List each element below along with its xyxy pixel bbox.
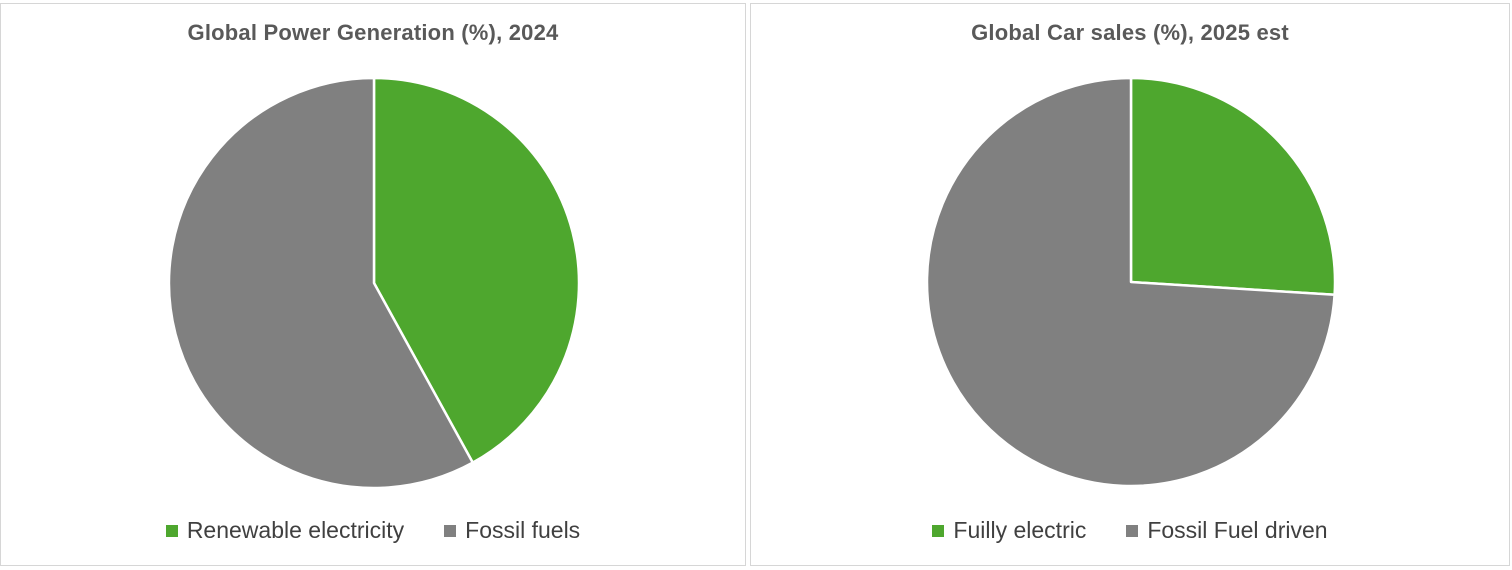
legend-swatch — [932, 524, 945, 537]
car-sales-chart: Global Car sales (%), 2025 est Fuilly el… — [750, 3, 1510, 566]
legend-label: Fossil fuels — [465, 517, 581, 543]
legend-item-fossil: Fossil fuels — [444, 517, 580, 544]
legend-item-renewable: Renewable electricity — [165, 517, 405, 544]
pie-slice-fossil-fuel-driven — [925, 76, 1336, 488]
power-generation-chart: Global Power Generation (%), 2024 Renewa… — [0, 3, 746, 566]
legend-swatch — [444, 524, 457, 537]
pie-plot-area — [925, 76, 1337, 488]
legend: Fuilly electric Fossil Fuel driven — [751, 517, 1509, 544]
pie-slice-renewable-electricity — [372, 76, 581, 464]
legend-swatch — [1126, 524, 1139, 537]
legend-item-electric: Fuilly electric — [932, 517, 1086, 544]
chart-title: Global Power Generation (%), 2024 — [187, 20, 559, 45]
legend-label: Fuilly electric — [953, 517, 1087, 543]
legend-swatch — [165, 524, 178, 537]
pie-plot-area — [167, 76, 581, 490]
legend-label: Renewable electricity — [186, 517, 405, 543]
legend-label: Fossil Fuel driven — [1147, 517, 1328, 543]
legend-item-fossil-fuel: Fossil Fuel driven — [1126, 517, 1328, 544]
pie-slice-fuilly-electric — [1129, 76, 1337, 297]
legend: Renewable electricity Fossil fuels — [1, 517, 745, 544]
chart-title: Global Car sales (%), 2025 est — [971, 20, 1289, 45]
pie-slice-fossil-fuels — [167, 76, 475, 490]
